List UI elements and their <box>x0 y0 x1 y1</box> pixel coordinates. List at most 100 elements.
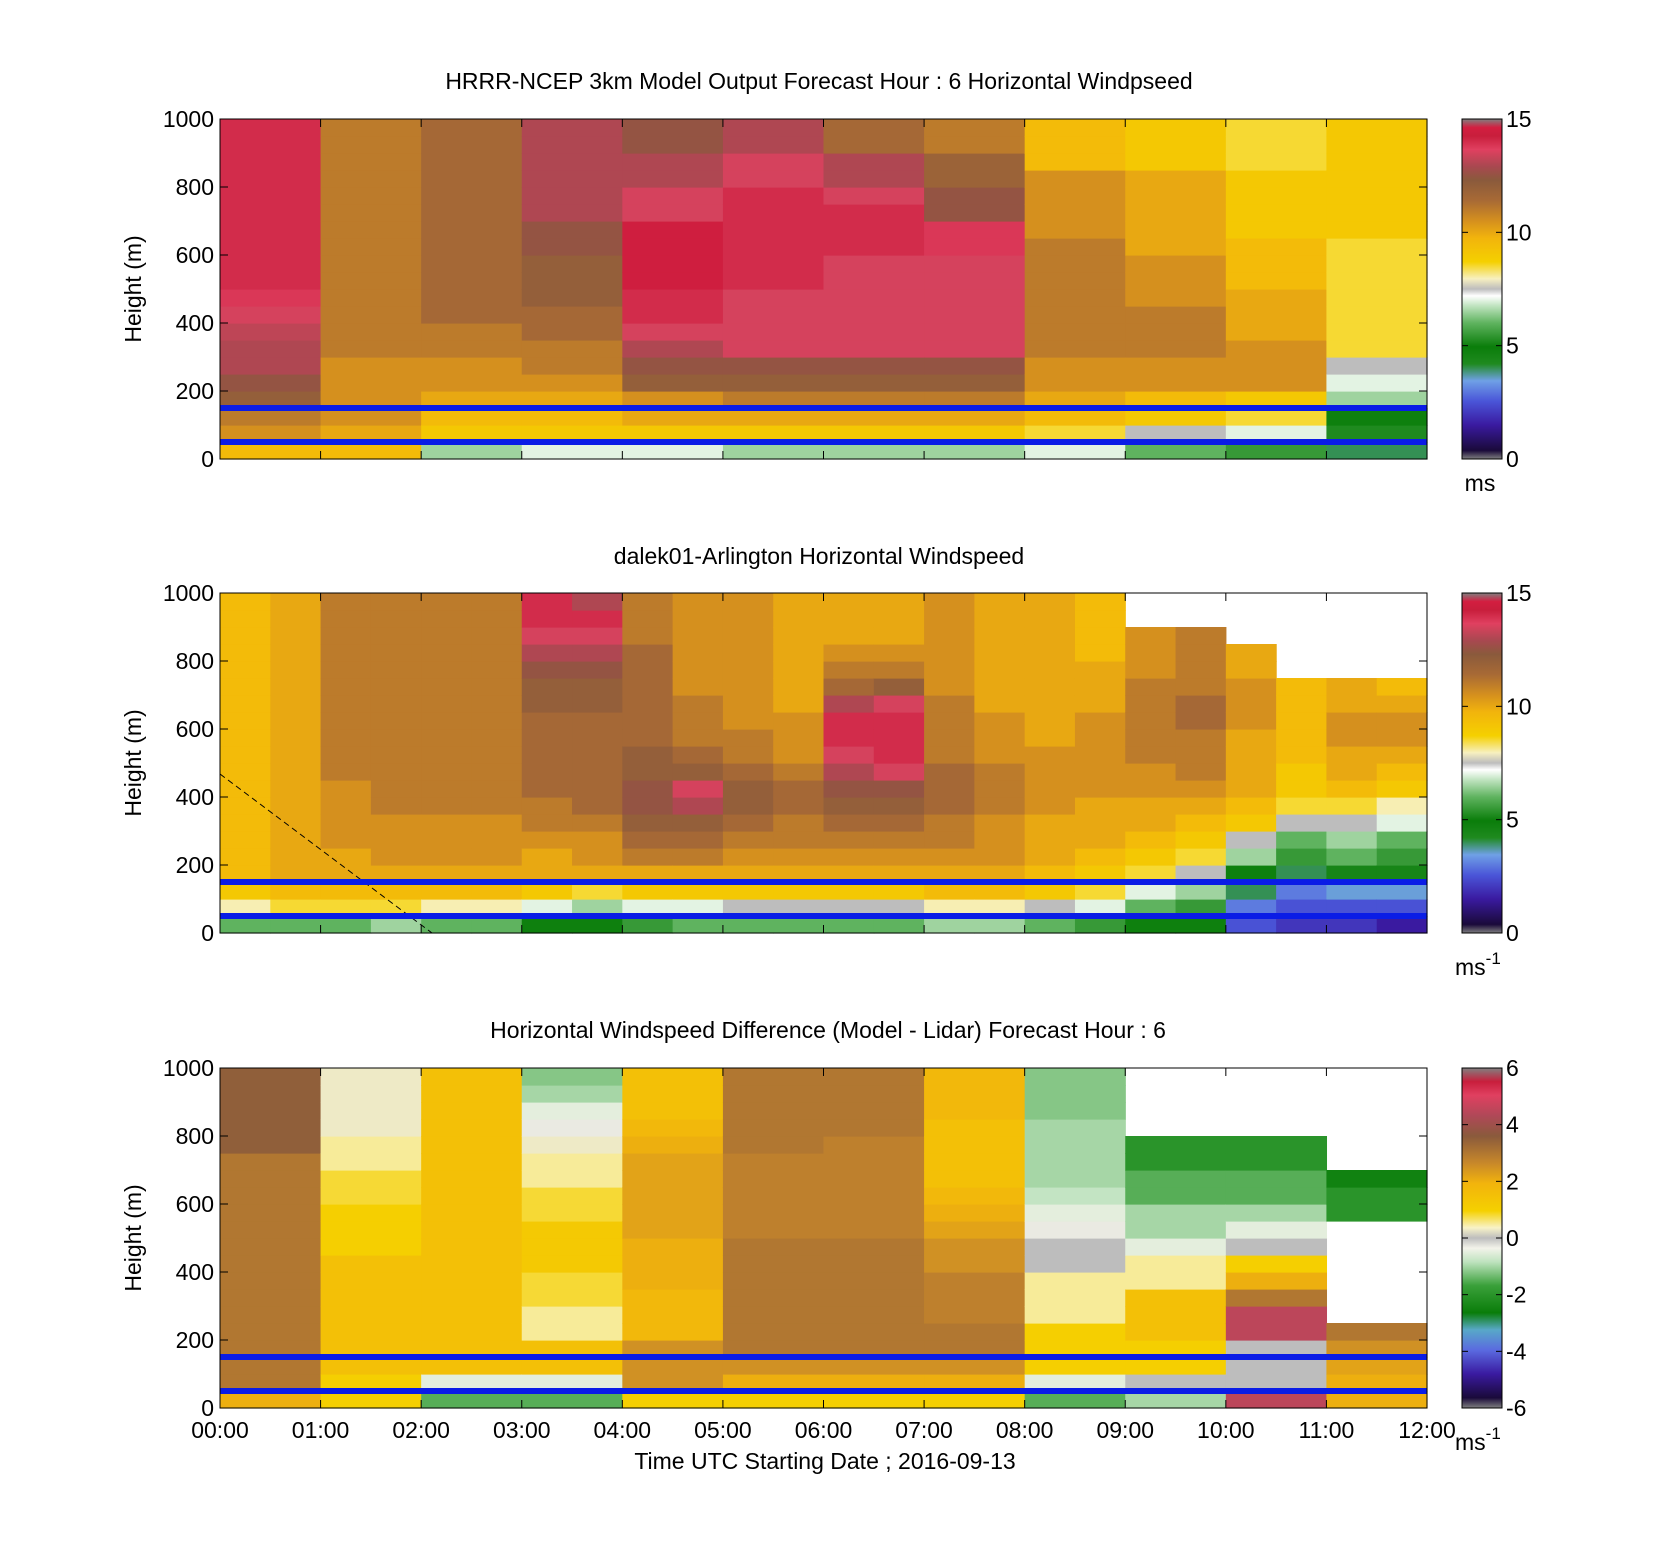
heatmap-cell <box>622 272 724 290</box>
x-tick-label: 06:00 <box>795 1417 853 1443</box>
heatmap-cell <box>722 1255 825 1273</box>
heatmap-cell <box>1024 374 1126 392</box>
heatmap-cell <box>220 729 271 747</box>
heatmap-cell <box>622 848 674 866</box>
heatmap-cell <box>722 391 825 409</box>
heatmap-cell <box>270 899 322 917</box>
heatmap-cell <box>773 899 825 917</box>
heatmap-cell <box>924 323 1026 341</box>
heatmap-cell <box>421 136 523 154</box>
heatmap-cell <box>924 357 1026 375</box>
heatmap-cell <box>1074 627 1126 645</box>
heatmap-cell <box>924 340 1026 358</box>
heatmap-cell <box>823 357 925 375</box>
panel-3-colorbar-ticks: -6 -4 -2 0 2 4 6 <box>1462 1055 1527 1421</box>
heatmap-cell <box>471 848 523 866</box>
heatmap-cell <box>1024 780 1076 798</box>
heatmap-cell <box>823 1255 925 1273</box>
heatmap-cell <box>873 593 925 611</box>
heatmap-cell <box>1125 1323 1227 1341</box>
panel-1-y-axis-label: Height (m) <box>120 235 146 342</box>
heatmap-cell <box>572 780 623 798</box>
heatmap-cell <box>220 593 271 611</box>
panel-1-heatmap-cells <box>220 119 1428 460</box>
heatmap-cell <box>521 882 573 900</box>
heatmap-cell <box>823 187 925 205</box>
heatmap-cell <box>220 627 271 645</box>
y-tick-label: 600 <box>176 716 214 742</box>
heatmap-cell <box>924 1391 1026 1409</box>
heatmap-cell <box>1376 729 1428 747</box>
heatmap-cell <box>622 1153 724 1171</box>
heatmap-cell <box>220 1204 322 1222</box>
heatmap-cell <box>421 1221 523 1239</box>
heatmap-cell <box>924 1272 1026 1290</box>
heatmap-cell <box>421 425 523 443</box>
heatmap-cell <box>722 374 825 392</box>
heatmap-cell <box>220 340 322 358</box>
heatmap-cell <box>823 119 925 137</box>
panel-1-title: HRRR-NCEP 3km Model Output Forecast Hour… <box>445 68 1192 94</box>
heatmap-cell <box>370 712 422 730</box>
heatmap-cell <box>320 153 422 171</box>
heatmap-cell <box>1276 712 1328 730</box>
heatmap-cell <box>1125 848 1177 866</box>
heatmap-cell <box>572 729 623 747</box>
heatmap-cell <box>220 1068 322 1086</box>
heatmap-cell <box>421 374 523 392</box>
heatmap-cell <box>722 797 774 815</box>
heatmap-cell <box>722 763 774 781</box>
heatmap-cell <box>1024 408 1126 426</box>
heatmap-cell <box>1376 712 1428 730</box>
heatmap-cell <box>722 1374 825 1392</box>
heatmap-cell <box>924 238 1026 256</box>
heatmap-cell <box>1276 695 1328 713</box>
heatmap-cell <box>320 797 372 815</box>
heatmap-cell <box>1326 187 1428 205</box>
heatmap-cell <box>722 153 825 171</box>
heatmap-cell <box>1125 797 1177 815</box>
heatmap-cell <box>1024 1374 1126 1392</box>
heatmap-cell <box>220 221 322 239</box>
heatmap-cell <box>521 780 573 798</box>
heatmap-cell <box>622 1238 724 1256</box>
heatmap-cell <box>521 306 623 324</box>
heatmap-cell <box>521 865 573 883</box>
heatmap-cell <box>521 627 573 645</box>
heatmap-cell <box>220 1357 322 1375</box>
heatmap-cell <box>1125 627 1177 645</box>
heatmap-cell <box>521 204 623 222</box>
heatmap-cell <box>1125 272 1227 290</box>
heatmap-cell <box>1276 678 1328 696</box>
heatmap-cell <box>521 1272 623 1290</box>
heatmap-cell <box>220 712 271 730</box>
heatmap-cell <box>622 357 724 375</box>
heatmap-cell <box>270 916 322 934</box>
heatmap-cell <box>1326 729 1378 747</box>
colorbar-tick-label: 15 <box>1506 580 1532 606</box>
heatmap-cell <box>320 136 422 154</box>
heatmap-cell <box>1024 763 1076 781</box>
heatmap-cell <box>924 1085 1026 1103</box>
heatmap-cell <box>1074 899 1126 917</box>
heatmap-cell <box>1175 882 1227 900</box>
panel-1-y-axis-ticks: 0 200 400 600 800 1000 <box>163 106 1427 472</box>
heatmap-cell <box>521 729 573 747</box>
heatmap-cell <box>722 627 774 645</box>
heatmap-cell <box>521 1255 623 1273</box>
heatmap-cell <box>924 814 975 832</box>
heatmap-cell <box>1175 797 1227 815</box>
panel-2-dashed-line <box>219 773 433 934</box>
heatmap-cell <box>1074 746 1126 764</box>
heatmap-cell <box>1024 1357 1126 1375</box>
heatmap-cell <box>622 729 674 747</box>
heatmap-cell <box>722 865 774 883</box>
heatmap-cell <box>622 1340 724 1358</box>
heatmap-cell <box>974 610 1026 628</box>
heatmap-cell <box>370 763 422 781</box>
heatmap-cell <box>220 763 271 781</box>
heatmap-cell <box>521 374 623 392</box>
heatmap-cell <box>1326 1340 1428 1358</box>
heatmap-cell <box>471 780 523 798</box>
heatmap-cell <box>622 442 724 460</box>
